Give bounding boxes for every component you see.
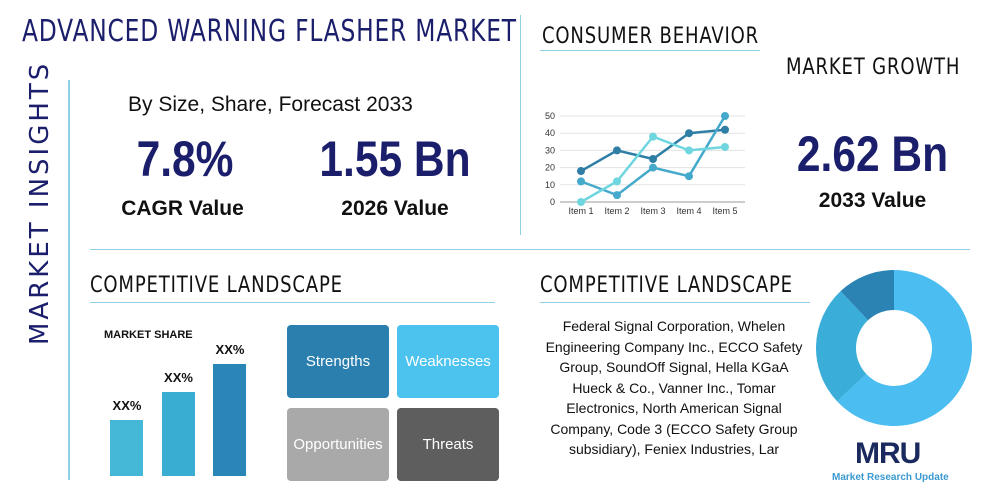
x-tick-label: Item 1 <box>568 206 593 216</box>
data-point <box>685 172 693 181</box>
donut-slice <box>837 270 972 426</box>
data-point <box>613 177 621 186</box>
subtitle: By Size, Share, Forecast 2033 <box>128 93 413 116</box>
consumer-behavior-heading: CONSUMER BEHAVIOR <box>542 24 760 49</box>
data-point <box>613 191 621 200</box>
underline <box>540 302 810 303</box>
x-tick-label: Item 5 <box>712 206 737 216</box>
market-growth-heading: MARKET GROWTH <box>786 55 961 80</box>
data-point <box>649 163 657 172</box>
data-point <box>577 167 585 176</box>
bar-label: XX% <box>112 398 142 413</box>
donut-slice <box>840 270 894 321</box>
donut-chart <box>816 270 972 426</box>
swot-strengths: Strengths <box>287 325 389 398</box>
swot-threats: Threats <box>397 408 499 481</box>
value-2033: 2.62 Bn <box>796 126 949 182</box>
y-tick-label: 30 <box>545 145 555 155</box>
bar-label: XX% <box>164 370 193 385</box>
data-point <box>685 129 693 138</box>
divider <box>520 15 521 235</box>
page-title: ADVANCED WARNING FLASHER MARKET <box>22 14 517 49</box>
data-point <box>721 125 729 134</box>
competitive-landscape-heading: COMPETITIVE LANDSCAPE <box>90 273 343 298</box>
data-point <box>577 198 585 206</box>
y-tick-label: 20 <box>545 163 555 173</box>
side-label: MARKET INSIGHTS <box>25 60 55 345</box>
y-tick-label: 0 <box>550 197 555 207</box>
market-share-bar <box>110 420 143 476</box>
underline <box>90 302 495 303</box>
bar-label: XX% <box>215 342 245 357</box>
x-tick-label: Item 4 <box>676 206 701 216</box>
cagr-value: 7.8% <box>136 131 234 187</box>
data-point <box>721 142 729 151</box>
market-share-title: MARKET SHARE <box>104 329 193 341</box>
cagr-label: CAGR Value <box>121 197 244 220</box>
value-2026: 1.55 Bn <box>319 131 471 187</box>
data-point <box>685 146 693 155</box>
value-2033-label: 2033 Value <box>818 189 927 212</box>
data-point <box>577 177 585 186</box>
y-tick-label: 50 <box>545 111 555 121</box>
logo-caption: Market Research Update <box>832 472 949 483</box>
data-point <box>649 132 657 141</box>
divider <box>90 249 970 250</box>
x-tick-label: Item 3 <box>640 206 665 216</box>
competitive-landscape-heading-right: COMPETITIVE LANDSCAPE <box>540 273 793 298</box>
data-point <box>649 155 657 163</box>
market-share-bar <box>161 392 195 476</box>
divider <box>68 80 70 480</box>
y-tick-label: 40 <box>545 128 555 138</box>
data-point <box>613 146 621 155</box>
company-list: Federal Signal Corporation, Whelen Engin… <box>545 318 803 457</box>
swot-opportunities: Opportunities <box>287 408 389 481</box>
donut-slice <box>816 291 868 402</box>
market-share-bar <box>213 364 246 476</box>
underline <box>540 50 760 51</box>
y-tick-label: 10 <box>545 180 555 190</box>
swot-weaknesses: Weaknesses <box>397 325 499 398</box>
logo: MRU <box>855 437 921 470</box>
value-2026-label: 2026 Value <box>341 197 449 220</box>
x-tick-label: Item 2 <box>604 206 629 216</box>
data-point <box>721 112 729 120</box>
line-chart: 0 10 20 30 40 50 Item 1 Item 2 Item 3 Item 4 Item … <box>545 111 745 216</box>
